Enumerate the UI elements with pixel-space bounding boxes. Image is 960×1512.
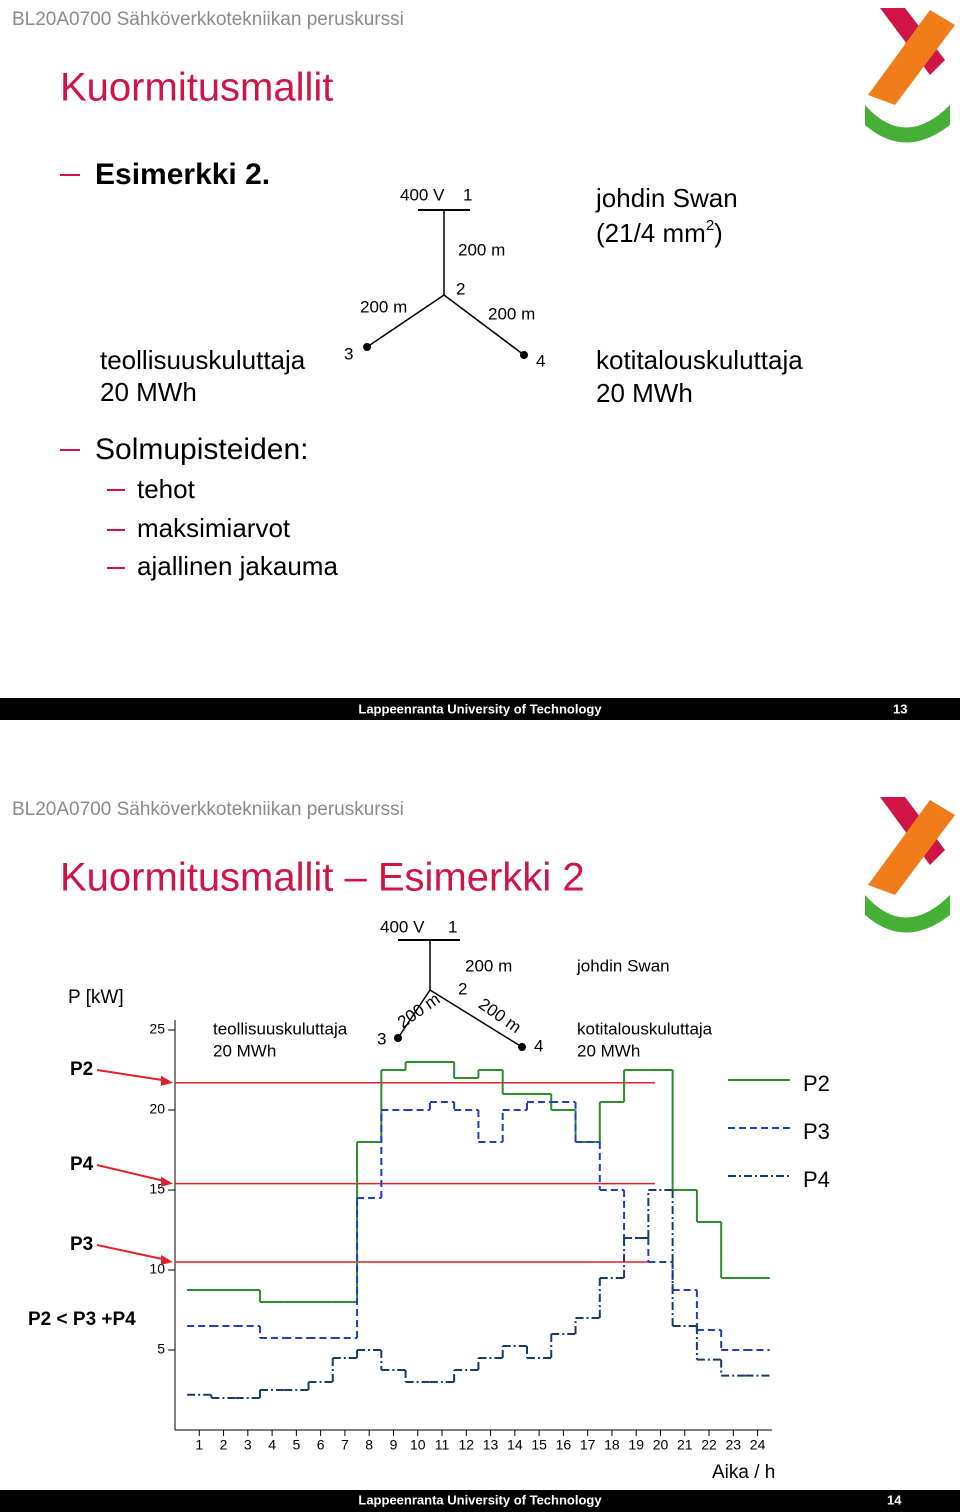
x-tick-label: 2 — [220, 1437, 228, 1453]
node-label: 3 — [344, 344, 353, 363]
page-number: 14 — [887, 1492, 902, 1507]
cable-section: (21/4 mm2) — [596, 217, 723, 248]
x-tick-label: 6 — [317, 1437, 325, 1453]
node-label: 4 — [534, 1036, 543, 1055]
legend-label: P4 — [803, 1167, 830, 1192]
x-tick-label: 15 — [531, 1437, 547, 1453]
x-tick-label: 21 — [677, 1437, 693, 1453]
legend-label: P3 — [803, 1119, 830, 1144]
voltage: 400 V — [380, 917, 425, 936]
x-tick-label: 3 — [244, 1437, 252, 1453]
item: maksimiarvot — [137, 513, 291, 543]
x-tick-label: 5 — [292, 1437, 300, 1453]
x-tick-label: 4 — [268, 1437, 276, 1453]
x-tick-label: 20 — [653, 1437, 669, 1453]
load: kotitalouskuluttaja — [577, 1019, 713, 1038]
x-tick-label: 19 — [628, 1437, 644, 1453]
x-tick-label: 10 — [410, 1437, 426, 1453]
load: kotitalouskuluttaja — [596, 345, 803, 375]
x-tick-label: 13 — [483, 1437, 499, 1453]
reference-label: P4 — [70, 1154, 94, 1175]
node-label: 4 — [536, 351, 545, 370]
reference-label: P3 — [70, 1234, 93, 1255]
voltage: 400 V — [400, 185, 445, 204]
page-number: 13 — [893, 701, 907, 716]
footer: Lappeenranta University of Technology — [358, 1492, 602, 1507]
header: BL20A0700 Sähköverkkotekniikan peruskurs… — [12, 799, 404, 820]
x-axis-label: Aika / h — [712, 1462, 775, 1483]
item: ajallinen jakauma — [137, 551, 338, 581]
y-tick-label: 25 — [149, 1021, 165, 1037]
item: tehot — [137, 474, 196, 504]
length: 200 m — [360, 297, 407, 316]
load: teollisuuskuluttaja — [213, 1019, 348, 1038]
node-label: 3 — [377, 1029, 386, 1048]
x-tick-label: 12 — [459, 1437, 475, 1453]
slide: BL20A0700 Sähköverkkotekniikan peruskurs… — [0, 8, 960, 720]
slide: BL20A0700 Sähköverkkotekniikan peruskurs… — [0, 797, 960, 1512]
logo — [865, 797, 955, 933]
length: 200 m — [458, 240, 505, 259]
x-tick-label: 22 — [701, 1437, 717, 1453]
x-tick-label: 9 — [390, 1437, 398, 1453]
title: Kuormitusmallit — [60, 66, 333, 110]
node-label: 2 — [458, 979, 467, 998]
length: 200 m — [465, 956, 512, 975]
x-tick-label: 16 — [556, 1437, 572, 1453]
reference-label: P2 — [70, 1059, 93, 1080]
reference-arrow — [96, 1244, 168, 1261]
cable: johdin Swan — [595, 183, 738, 213]
reference-arrow — [96, 1164, 168, 1183]
arrow-head — [161, 1176, 173, 1187]
x-tick-label: 11 — [435, 1437, 450, 1453]
network-diagram: 400 V 1 200 m 2 200 m 200 m 3 4 — [344, 185, 545, 370]
x-tick-label: 1 — [195, 1437, 203, 1453]
x-tick-label: 17 — [580, 1437, 596, 1453]
subheading: Solmupisteiden: — [95, 433, 308, 466]
energy: 20 MWh — [100, 377, 197, 407]
legend-label: P2 — [803, 1071, 830, 1096]
y-axis-label: P [kW] — [68, 987, 124, 1008]
x-tick-label: 23 — [726, 1437, 742, 1453]
footer-bar — [0, 698, 960, 720]
title: Kuormitusmallit – Esimerkki 2 — [60, 856, 585, 900]
node-label: 1 — [463, 185, 472, 204]
cable: johdin Swan — [576, 956, 670, 975]
energy: 20 MWh — [577, 1041, 640, 1060]
energy: 20 MWh — [213, 1041, 276, 1060]
x-tick-label: 18 — [604, 1437, 620, 1453]
reference-arrow — [96, 1069, 168, 1082]
network-diagram: 400 V 1 200 m 2 200 m 200 m 3 4 johdin S… — [213, 917, 713, 1060]
header: BL20A0700 Sähköverkkotekniikan peruskurs… — [12, 9, 404, 30]
node-label: 2 — [456, 279, 465, 298]
y-tick-label: 20 — [149, 1101, 165, 1117]
energy: 20 MWh — [596, 378, 693, 408]
x-tick-label: 24 — [750, 1437, 766, 1453]
annotation: P2 < P3 +P4 — [28, 1309, 136, 1330]
footer-bar — [0, 1490, 960, 1512]
arrow-head — [161, 1075, 173, 1086]
x-tick-label: 7 — [341, 1437, 349, 1453]
length: 200 m — [394, 989, 444, 1032]
x-tick-label: 14 — [507, 1437, 523, 1453]
footer: Lappeenranta University of Technology — [358, 701, 602, 716]
bullet: Esimerkki 2. — [95, 158, 270, 191]
logo — [865, 8, 955, 143]
node-label: 1 — [448, 917, 457, 936]
y-tick-label: 5 — [157, 1341, 165, 1357]
arrow-head — [161, 1255, 173, 1265]
load: teollisuuskuluttaja — [100, 345, 306, 375]
length: 200 m — [475, 994, 525, 1037]
x-tick-label: 8 — [365, 1437, 373, 1453]
length: 200 m — [488, 304, 535, 323]
